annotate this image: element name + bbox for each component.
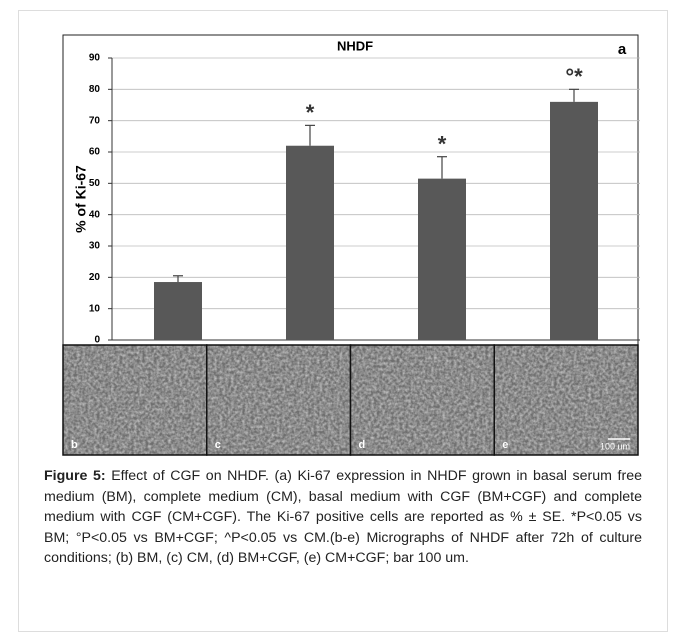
caption-label: Figure 5: [44,468,106,484]
y-tick-label: 0 [94,335,100,346]
micrograph-texture [350,345,495,455]
y-tick-label: 80 [89,84,101,95]
panel-label: a [618,41,627,58]
scale-bar-label: 100 um [600,441,630,451]
caption-text: Effect of CGF on NHDF. (a) Ki-67 express… [44,468,642,566]
micrograph-border [493,344,639,456]
y-tick-label: 30 [89,241,101,252]
y-tick-label: 70 [89,115,101,126]
panel-label: e [502,439,508,451]
significance-mark: °* [565,64,583,89]
y-tick-label: 20 [89,272,101,283]
y-tick-label: 10 [89,303,101,314]
micrograph-texture [206,345,351,455]
bar [286,145,334,340]
y-tick-label: 40 [89,209,101,220]
y-tick-label: 50 [89,178,101,189]
micrograph-texture [494,345,638,455]
y-tick-label: 60 [89,147,101,158]
chart-title: NHDF [337,38,373,53]
significance-mark: * [306,100,315,125]
panel-label: d [359,439,366,451]
bar [418,178,466,340]
figure: NHDF a % of Ki-67 0102030405060708090BMC… [62,34,640,456]
panel-label: c [215,439,221,451]
significance-mark: * [438,132,447,157]
y-axis-title: % of Ki-67 [73,165,89,233]
panel-label: b [71,439,78,451]
figure-frame [18,10,668,632]
caption: Figure 5: Effect of CGF on NHDF. (a) Ki-… [44,466,642,569]
micrograph-texture [63,345,207,455]
y-tick-label: 90 [89,53,101,64]
bar [550,101,598,340]
bar [154,282,202,340]
